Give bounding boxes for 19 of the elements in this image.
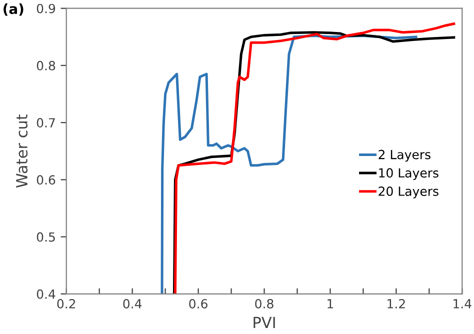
x-tick-label: 1.2 (388, 299, 405, 308)
legend-label: 10 Layers (379, 168, 438, 180)
x-tick-label: 0.8 (255, 299, 274, 308)
x-tick-label: 1.4 (454, 299, 472, 308)
text: (a) (4, 3, 24, 16)
y-axis-title: Water cut (16, 114, 28, 188)
y-tick-label: 0.7 (36, 118, 55, 128)
x-tick-label: 0.6 (189, 299, 208, 308)
legend-label: 20 Layers (378, 186, 438, 198)
legend-label: 2 Layers (378, 150, 430, 162)
y-tick-label: 0.4 (36, 289, 56, 299)
y-tick-label: 0.9 (36, 4, 56, 14)
x-tick-label: 0.2 (57, 299, 76, 308)
x-tick-label: 0.4 (123, 299, 142, 308)
y-tick-label: 0.5 (36, 232, 55, 242)
y-tick-label: 0.8 (36, 60, 56, 70)
x-tick-label: 1 (328, 299, 334, 308)
y-tick-label: 0.6 (36, 175, 56, 185)
x-axis-title: PVI (254, 316, 275, 328)
